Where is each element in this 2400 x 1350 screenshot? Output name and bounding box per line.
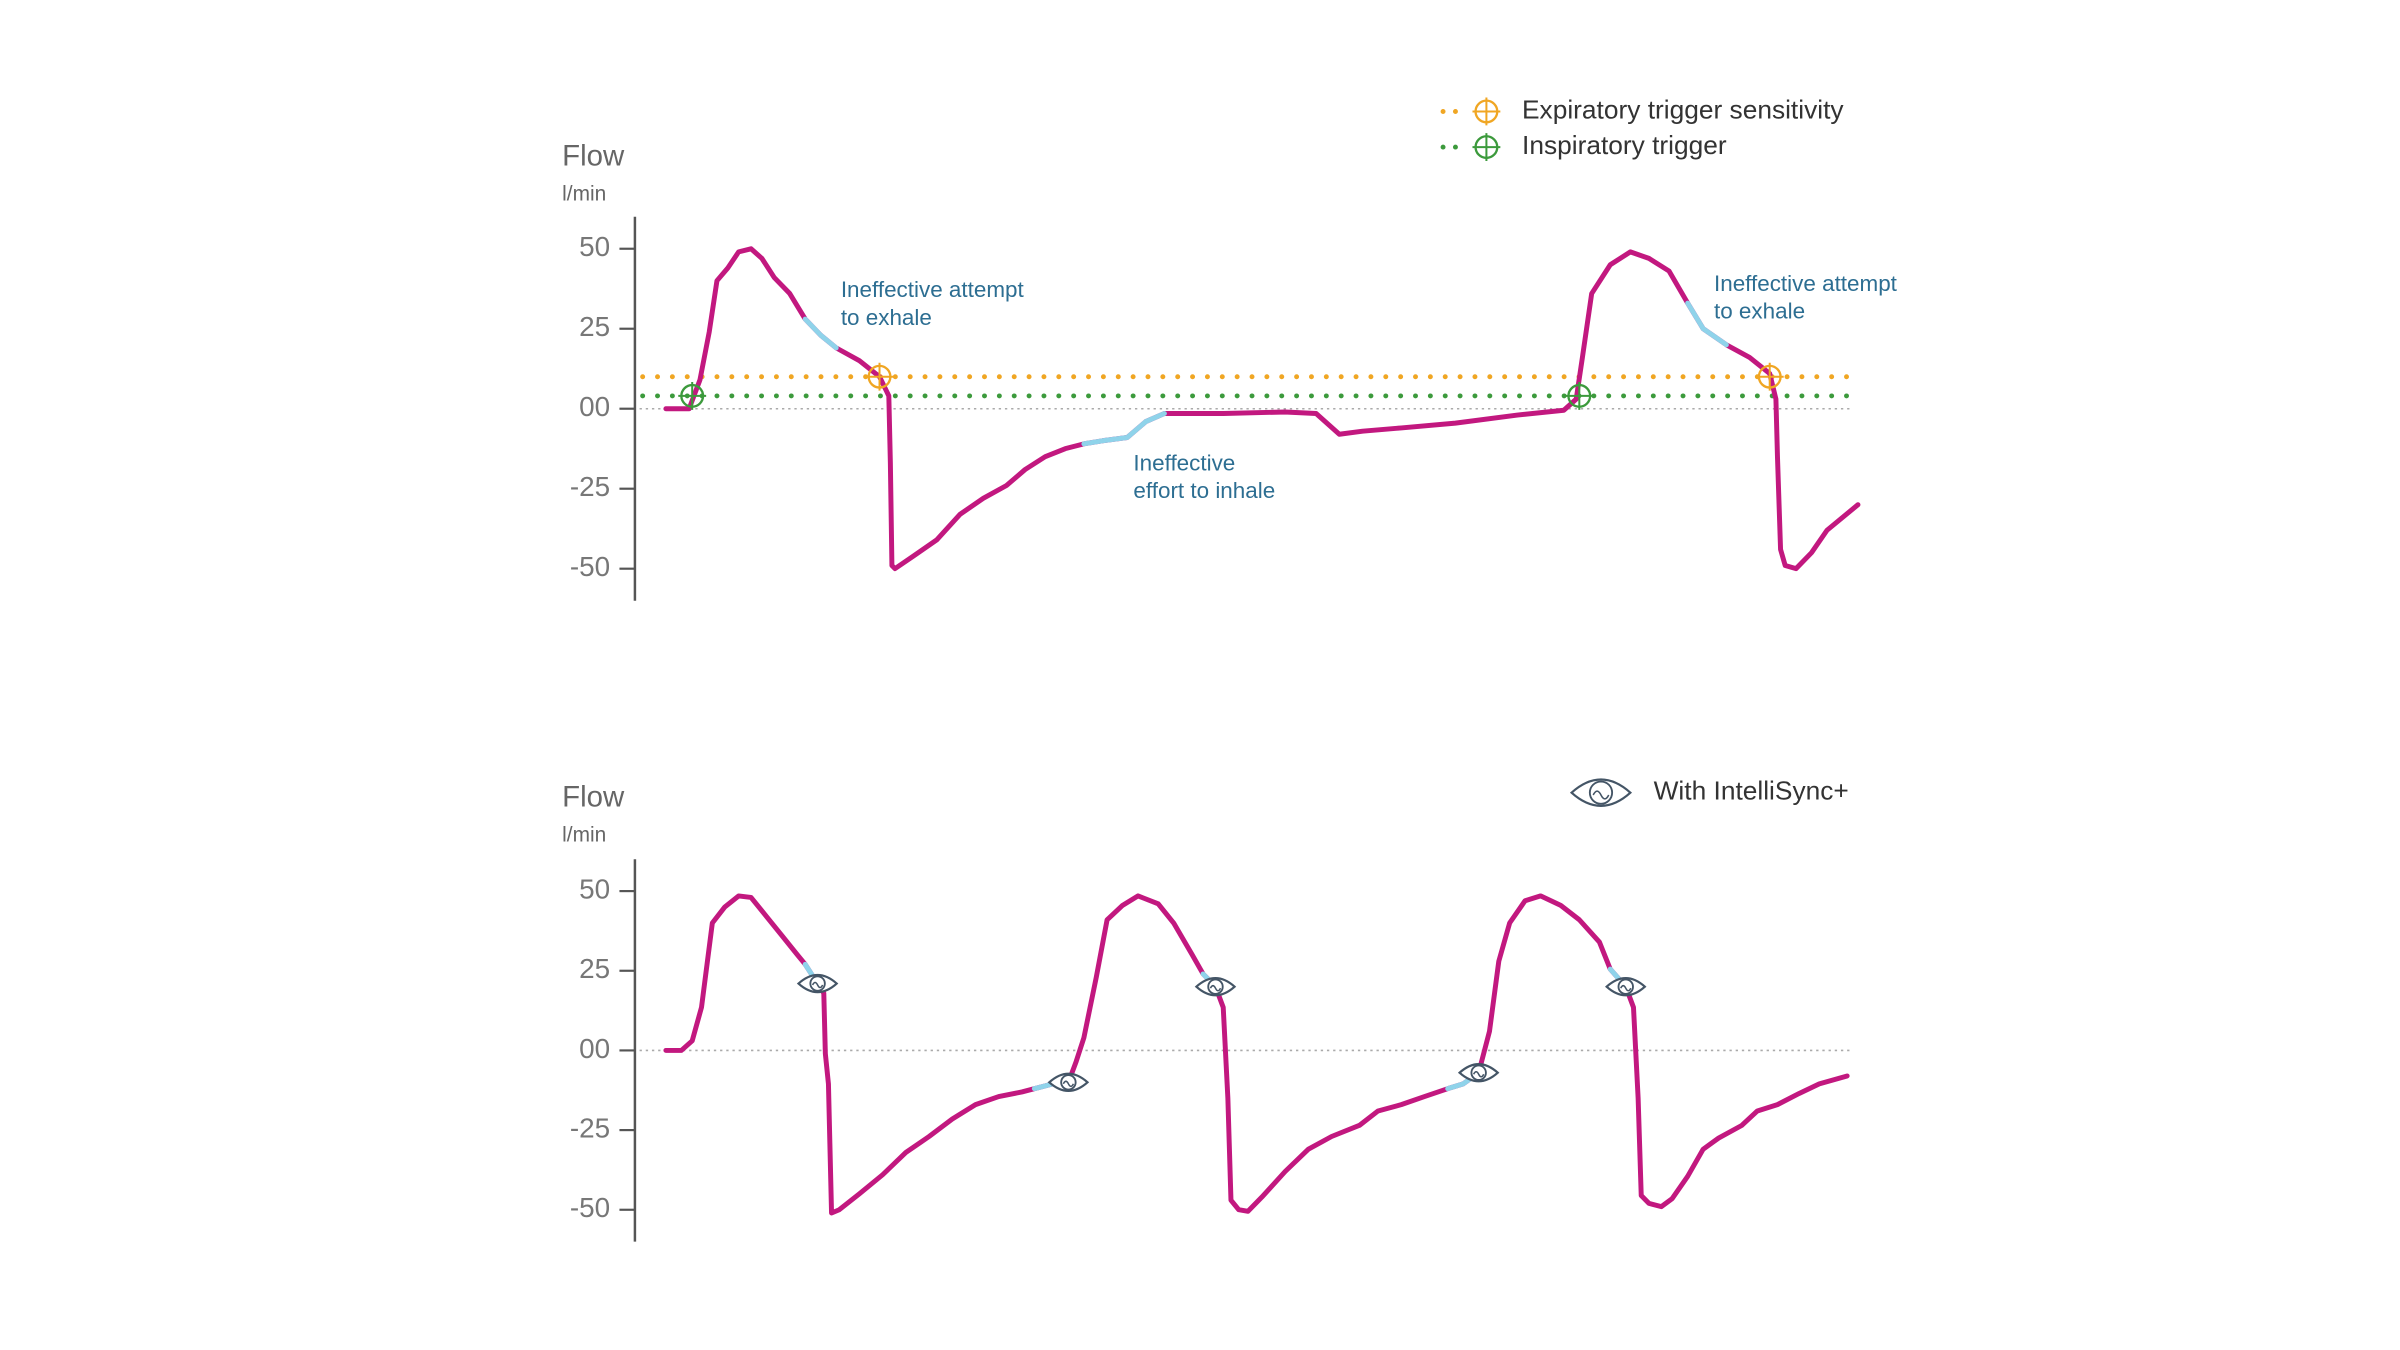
annotation: effort to inhale	[1133, 478, 1275, 503]
eye-iris	[809, 975, 826, 992]
flow-line	[663, 893, 1850, 1216]
annotation: Ineffective attempt	[841, 277, 1025, 302]
event-marker	[1457, 1063, 1500, 1083]
y-tick-label: 00	[579, 1033, 610, 1064]
event-marker	[1047, 1072, 1090, 1092]
eye-wave	[1062, 1080, 1075, 1088]
y-axis-title: Flow	[562, 781, 625, 814]
marker-cross	[1755, 362, 1784, 391]
eye-iris	[1060, 1074, 1077, 1091]
annotation: to exhale	[841, 305, 932, 330]
annotation: Ineffective attempt	[1714, 271, 1898, 296]
marker-cross	[865, 362, 894, 391]
y-tick-label: 50	[579, 873, 610, 904]
eye-iris	[1588, 780, 1614, 805]
y-tick-label: -50	[570, 551, 610, 582]
trigger-marker	[1472, 97, 1501, 126]
eye-iris	[1207, 978, 1224, 995]
legend-label: Inspiratory trigger	[1522, 130, 1727, 160]
trigger-marker	[865, 362, 894, 391]
trigger-marker	[1472, 133, 1501, 162]
y-axis-title: Flow	[562, 140, 625, 173]
legend-label: With IntelliSync+	[1654, 776, 1849, 806]
legend-icon	[1569, 778, 1633, 807]
eye-wave	[1472, 1070, 1485, 1078]
annotation: to exhale	[1714, 299, 1805, 324]
marker-cross	[1565, 381, 1594, 410]
eye-iris	[1470, 1064, 1487, 1081]
event-marker	[796, 973, 839, 994]
annotation: Ineffective	[1133, 450, 1235, 475]
marker-cross	[1472, 133, 1501, 162]
eye-iris	[1617, 978, 1634, 995]
y-tick-label: -50	[570, 1192, 610, 1223]
highlight-line	[802, 300, 1729, 447]
legend-label: Expiratory trigger sensitivity	[1522, 94, 1844, 124]
y-tick-label: 00	[579, 391, 610, 422]
y-tick-label: 50	[579, 231, 610, 262]
marker-cross	[678, 381, 707, 410]
eye-wave	[811, 981, 824, 989]
trigger-marker	[678, 381, 707, 410]
eye-wave	[1592, 790, 1610, 800]
y-tick-label: 25	[579, 311, 610, 342]
marker-cross	[1472, 97, 1501, 126]
y-axis-unit: l/min	[562, 824, 606, 847]
event-marker	[1604, 977, 1647, 997]
y-axis-unit: l/min	[562, 183, 606, 206]
y-tick-label: 25	[579, 953, 610, 984]
eye-wave	[1620, 984, 1632, 992]
y-tick-label: -25	[570, 471, 610, 502]
trigger-marker	[1755, 362, 1784, 391]
event-marker	[1194, 977, 1237, 997]
y-tick-label: -25	[570, 1112, 610, 1143]
trigger-marker	[1565, 381, 1594, 410]
eye-wave	[1209, 984, 1222, 992]
eye-outline	[1569, 778, 1633, 807]
